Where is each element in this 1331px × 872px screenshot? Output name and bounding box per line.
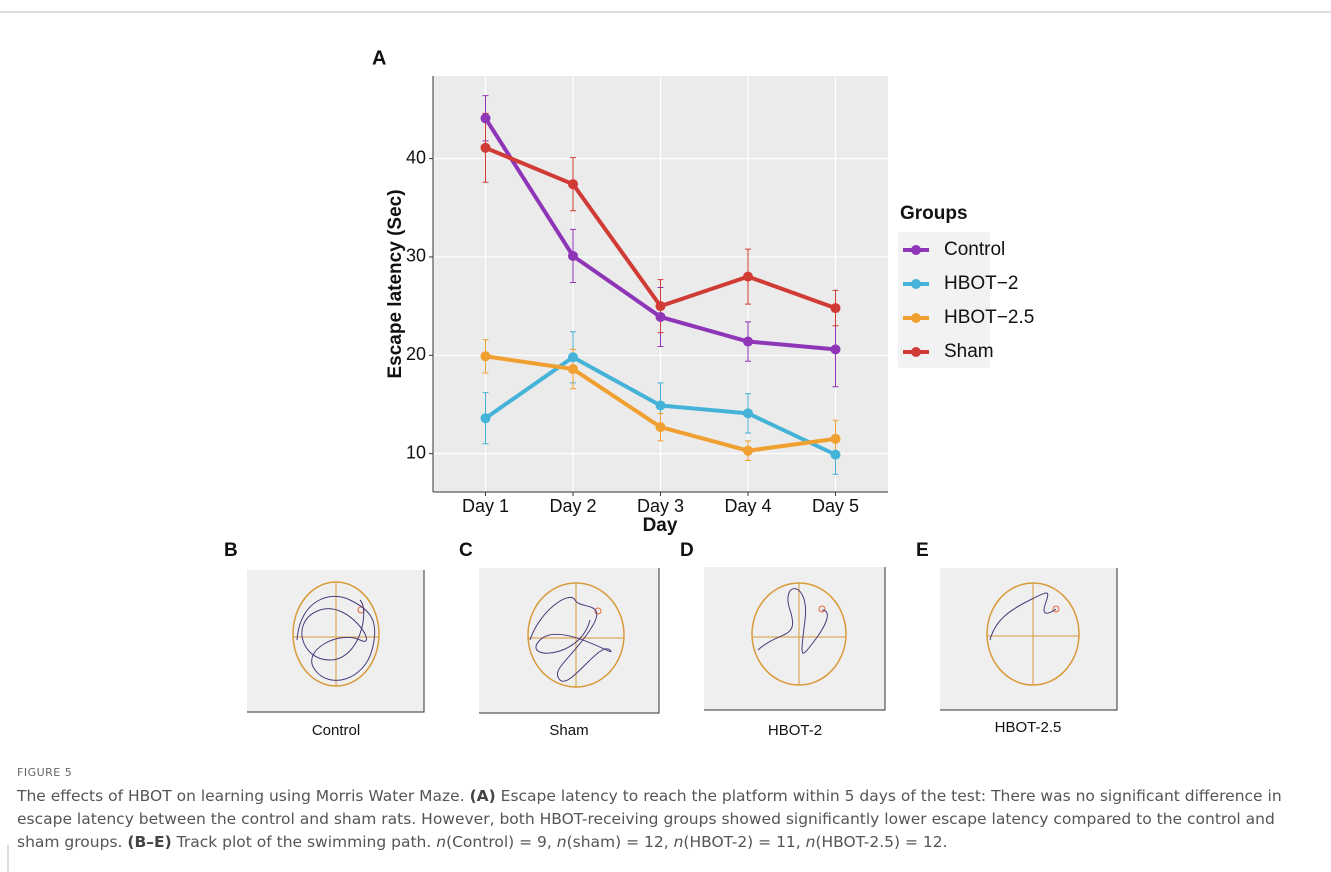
caption-segment: (A) <box>469 787 496 805</box>
data-point <box>568 179 578 190</box>
panel-caption: Sham <box>549 722 588 739</box>
y-tick-label: 40 <box>406 147 426 167</box>
data-point <box>743 445 753 456</box>
y-tick-label: 30 <box>406 246 426 266</box>
legend-box <box>898 232 990 368</box>
caption-segment: Escape latency to reach the platform wit… <box>17 787 1282 851</box>
data-point <box>830 433 841 444</box>
panel-caption: Control <box>312 722 360 739</box>
track-plot <box>940 568 1118 711</box>
data-point <box>568 250 578 261</box>
track-plot <box>704 567 886 711</box>
caption-segment: (B–E) <box>127 833 172 851</box>
panel-caption: HBOT-2 <box>768 722 822 739</box>
caption-segment: (HBOT-2.5) = 12. <box>815 833 948 851</box>
data-point <box>480 413 491 424</box>
data-point <box>655 422 666 433</box>
data-point <box>743 408 753 419</box>
data-point <box>830 303 841 314</box>
data-point <box>830 344 841 355</box>
data-point <box>655 311 666 322</box>
caption-segment: n <box>805 833 816 851</box>
data-point <box>655 301 666 312</box>
data-point <box>568 364 578 375</box>
legend-swatch <box>911 245 921 255</box>
legend-swatch <box>911 347 921 357</box>
panel-label: D <box>680 540 694 561</box>
panel-label: E <box>916 540 929 561</box>
legend-swatch <box>911 313 921 323</box>
data-point <box>568 352 578 363</box>
legend-title: Groups <box>900 203 968 224</box>
caption-segment: The effects of HBOT on learning using Mo… <box>17 787 470 805</box>
figure-label: FIGURE 5 <box>17 766 73 779</box>
legend-swatch <box>911 279 921 289</box>
data-point <box>743 271 753 282</box>
caption-segment: n <box>436 833 447 851</box>
data-point <box>480 113 491 124</box>
x-tick-label: Day 2 <box>549 496 596 516</box>
figure-caption: FIGURE 5 The effects of HBOT on learning… <box>17 766 1317 854</box>
panel-label: B <box>224 540 238 561</box>
y-axis-title: Escape latency (Sec) <box>385 189 406 378</box>
caption-segment: Track plot of the swimming path. <box>171 833 437 851</box>
data-point <box>830 449 841 460</box>
x-axis-title: Day <box>643 515 678 536</box>
x-tick-label: Day 4 <box>724 496 771 516</box>
x-tick-label: Day 3 <box>637 496 684 516</box>
panel-label: A <box>372 47 386 69</box>
caption-segment: (sham) = 12, <box>566 833 674 851</box>
caption-segment: (Control) = 9, <box>446 833 557 851</box>
track-plot <box>247 570 425 713</box>
caption-segment: (HBOT-2) = 11, <box>683 833 806 851</box>
panel-label: C <box>459 540 473 561</box>
data-point <box>655 400 666 411</box>
legend-label: Control <box>944 239 1005 260</box>
caption-text: The effects of HBOT on learning using Mo… <box>17 785 1317 854</box>
track-plot <box>479 568 660 714</box>
y-tick-label: 10 <box>406 442 426 462</box>
panel-caption: HBOT-2.5 <box>995 719 1062 736</box>
legend-label: HBOT−2 <box>944 273 1018 294</box>
caption-segment: n <box>673 833 684 851</box>
x-tick-label: Day 1 <box>462 496 509 516</box>
x-tick-label: Day 5 <box>812 496 859 516</box>
legend-label: HBOT−2.5 <box>944 307 1034 328</box>
legend-label: Sham <box>944 341 994 362</box>
data-point <box>480 142 491 153</box>
y-tick-label: 20 <box>406 344 426 364</box>
data-point <box>480 351 491 362</box>
caption-segment: n <box>556 833 567 851</box>
data-point <box>743 336 753 347</box>
